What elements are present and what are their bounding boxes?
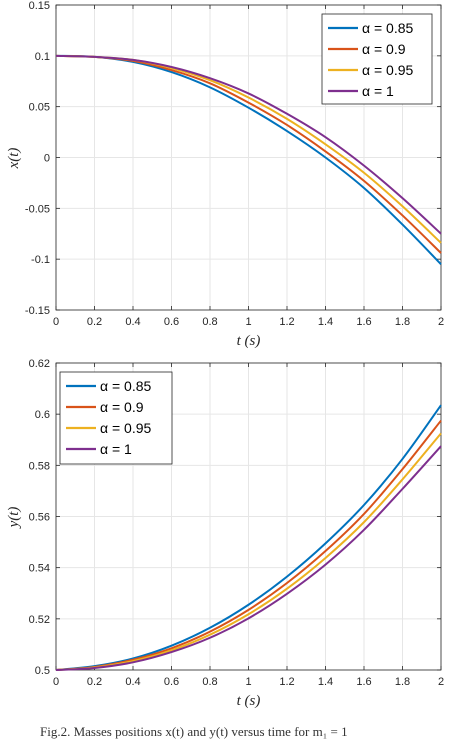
x-tick-label: 0.2 bbox=[87, 676, 102, 688]
y-tick-label: 0.05 bbox=[29, 102, 50, 114]
x-tick-label: 0 bbox=[53, 316, 59, 328]
x-tick-label: 0.6 bbox=[164, 316, 179, 328]
y-tick-label: 0.58 bbox=[29, 460, 50, 472]
y-tick-label: -0.1 bbox=[31, 254, 50, 266]
legend-entry-label: α = 0.9 bbox=[362, 41, 406, 57]
series-line-4 bbox=[55, 445, 442, 671]
x-tick-label: 1 bbox=[245, 316, 251, 328]
x-tick-label: 0.4 bbox=[125, 316, 140, 328]
y-tick-label: 0.6 bbox=[35, 409, 50, 421]
figure-caption: Fig.2. Masses positions x(t) and y(t) ve… bbox=[40, 724, 348, 739]
series-line-4 bbox=[55, 54, 442, 235]
legend-entry-label: α = 0.85 bbox=[100, 378, 152, 394]
x-tick-label: 1 bbox=[245, 676, 251, 688]
x-tick-label: 2 bbox=[438, 316, 444, 328]
y-tick-label: 0.15 bbox=[29, 0, 50, 12]
chart-2: 0 0.2 0.4 0.6 0.8 1 1.2 1.4 1.6 1.8 2 0.5 0.52 0.54 0.… bbox=[6, 358, 444, 709]
series-line-1 bbox=[55, 404, 442, 671]
legend-entry-label: α = 1 bbox=[100, 441, 132, 457]
x-axis-label: t (s) bbox=[237, 333, 261, 349]
x-tick-label: 0.6 bbox=[164, 676, 179, 688]
series-line-2 bbox=[55, 419, 442, 671]
series-line-3 bbox=[55, 432, 442, 671]
x-tick-label: 0.8 bbox=[202, 676, 217, 688]
x-tick-label: 1.4 bbox=[318, 676, 333, 688]
chart-1: 0 0.2 0.4 0.6 0.8 1 1.2 1.4 1.6 1.8 2 -0.15 -0.1 -0.0… bbox=[6, 0, 444, 349]
y-axis-label: x(t) bbox=[6, 148, 22, 170]
y-tick-label: 0.54 bbox=[29, 563, 50, 575]
x-tick-label: 1.2 bbox=[279, 316, 294, 328]
y-tick-label: 0.56 bbox=[29, 512, 50, 524]
y-tick-label: -0.05 bbox=[25, 203, 50, 215]
y-tick-label: 0 bbox=[44, 153, 50, 165]
x-tick-label: 0.4 bbox=[125, 676, 140, 688]
legend-entry-label: α = 0.85 bbox=[362, 20, 414, 36]
x-tick-label: 0.2 bbox=[87, 316, 102, 328]
x-tick-label: 1.4 bbox=[318, 316, 333, 328]
x-tick-label: 1.8 bbox=[395, 316, 410, 328]
y-tick-label: 0.62 bbox=[29, 358, 50, 370]
y-tick-label: 0.1 bbox=[35, 51, 50, 63]
x-tick-label: 1.8 bbox=[395, 676, 410, 688]
legend-entry-label: α = 0.95 bbox=[362, 62, 414, 78]
y-tick-label: 0.5 bbox=[35, 665, 50, 677]
legend-entry-label: α = 1 bbox=[362, 83, 394, 99]
legend-entry-label: α = 0.9 bbox=[100, 399, 144, 415]
x-tick-label: 1.6 bbox=[356, 316, 371, 328]
x-tick-label: 0.8 bbox=[202, 316, 217, 328]
x-tick-label: 1.6 bbox=[356, 676, 371, 688]
x-axis-label: t (s) bbox=[237, 693, 261, 709]
y-axis-label: y(t) bbox=[6, 507, 22, 530]
x-tick-label: 2 bbox=[438, 676, 444, 688]
legend-entry-label: α = 0.95 bbox=[100, 420, 152, 436]
y-tick-label: -0.15 bbox=[25, 305, 50, 317]
y-tick-label: 0.52 bbox=[29, 614, 50, 626]
x-tick-label: 1.2 bbox=[279, 676, 294, 688]
x-tick-label: 0 bbox=[53, 676, 59, 688]
